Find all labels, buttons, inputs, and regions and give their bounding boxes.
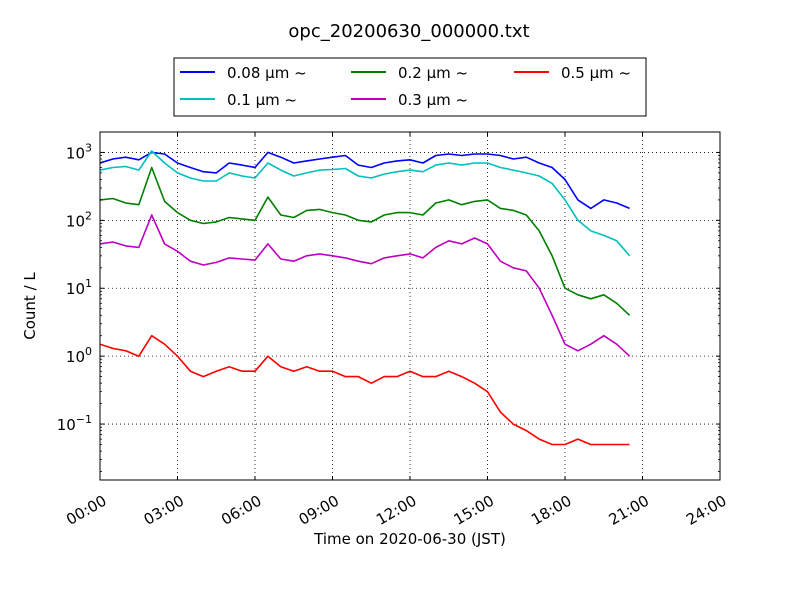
y-tick-label: 100 <box>66 345 92 366</box>
y-tick-exponent: 2 <box>85 209 92 222</box>
legend-label: 0.3 μm ~ <box>398 91 468 109</box>
legend-frame <box>173 57 647 117</box>
legend-label: 0.2 μm ~ <box>398 64 468 82</box>
y-tick-label: 101 <box>66 277 92 298</box>
x-axis-label: Time on 2020-06-30 (JST) <box>313 530 506 548</box>
series-line-2 <box>100 166 631 316</box>
legend-label: 0.1 μm ~ <box>227 91 297 109</box>
grid <box>100 132 720 480</box>
legend: 0.08 μm ~ 0.1 μm ~ 0.2 μm ~ 0.3 μm ~ 0.5 μm … <box>173 57 647 117</box>
series-line-4 <box>100 334 630 446</box>
series-line-1 <box>100 150 631 257</box>
series-lines <box>100 150 631 446</box>
y-tick-label: 103 <box>66 141 92 162</box>
y-tick-base: 10 <box>66 348 85 366</box>
y-tick-exponent: 1 <box>85 277 92 290</box>
y-tick-exponent: 3 <box>85 141 92 154</box>
y-tick-base: 10 <box>66 212 85 230</box>
y-tick-label: 10−1 <box>57 413 92 434</box>
legend-label: 0.5 μm ~ <box>561 64 631 82</box>
y-axis-label: Count / L <box>21 272 39 340</box>
y-tick-base: 10 <box>57 416 76 434</box>
chart-title: opc_20200630_000000.txt <box>288 21 529 42</box>
y-tick-exponent: 0 <box>85 345 92 358</box>
series-line-0 <box>100 151 630 210</box>
y-tick-exponent: −1 <box>76 413 92 426</box>
y-tick-base: 10 <box>66 280 85 298</box>
series-line-3 <box>100 214 631 357</box>
y-tick-label: 102 <box>66 209 92 230</box>
legend-label: 0.08 μm ~ <box>227 64 307 82</box>
y-tick-base: 10 <box>66 144 85 162</box>
